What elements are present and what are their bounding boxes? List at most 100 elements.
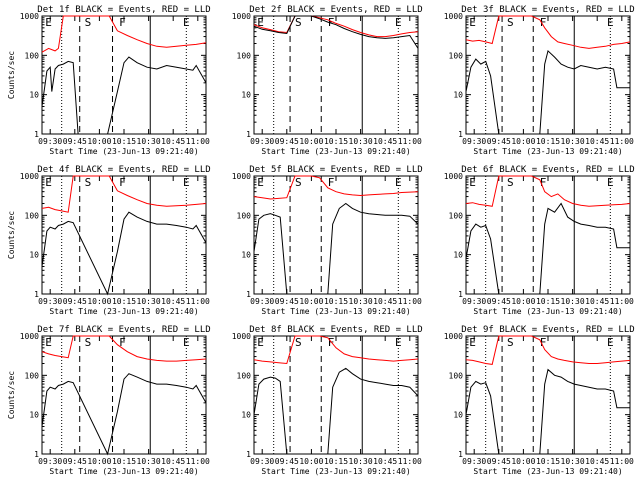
x-axis-label: Start Time (23-Jun-13 09:21:40) [261,467,410,476]
x-tick-label: 11:00 [610,457,634,466]
x-tick-label: 09:45 [275,457,299,466]
y-tick-label: 1000 [444,332,463,341]
lld-rate-line [41,15,207,53]
lld-rate-line [41,175,207,213]
plot-frame [253,335,419,455]
x-tick-label: 10:00 [511,297,535,306]
y-tick-label: 10 [453,411,463,420]
event-marker-f: F [328,176,335,189]
y-tick-label: 10 [29,91,39,100]
event-marker-f: F [119,176,126,189]
x-tick-label: 10:00 [299,137,323,146]
event-marker-e: E [607,16,614,29]
y-tick-label: 100 [449,51,464,60]
x-tick-label: 11:00 [186,457,210,466]
event-marker-e: E [469,176,476,189]
panel-det-8: Det 8f BLACK = Events, RED = LLD 1 10 100 10… [232,325,423,476]
event-marker-s: S [85,176,92,189]
x-tick-label: 09:45 [487,297,511,306]
y-tick-label: 10 [453,251,463,260]
y-axis-label: Counts/sec [7,51,16,99]
lld-rate-line [253,175,419,200]
y-tick-label: 1 [246,290,251,299]
y-tick-label: 1000 [232,12,251,21]
x-tick-label: 10:00 [87,297,111,306]
panel-title: Det 8f BLACK = Events, RED = LLD [249,325,422,335]
plot-frame [41,335,207,455]
event-rate-line [465,368,630,455]
panel-title: Det 4f BLACK = Events, RED = LLD [37,165,210,175]
x-tick-label: 09:30 [250,457,274,466]
x-tick-label: 10:45 [585,457,609,466]
y-tick-label: 1000 [232,332,251,341]
x-axis-label: Start Time (23-Jun-13 09:21:40) [49,467,198,476]
y-tick-label: 100 [25,51,40,60]
x-tick-label: 09:30 [250,297,274,306]
event-marker-s: S [85,336,92,349]
x-tick-label: 10:00 [299,457,323,466]
event-rate-line [253,202,419,295]
event-marker-e: E [469,16,476,29]
y-tick-label: 1 [458,130,463,139]
panel-title: Det 9f BLACK = Events, RED = LLD [461,325,634,335]
panel-det-2: Det 2f BLACK = Events, RED = LLD 1 10 100 10… [232,5,423,156]
x-tick-label: 09:30 [38,137,62,146]
lld-rate-line [465,175,631,207]
x-tick-label: 09:45 [487,457,511,466]
event-marker-s: S [295,176,302,189]
event-marker-e: E [257,16,264,29]
event-marker-e: E [183,336,190,349]
x-tick-label: 10:45 [161,297,185,306]
lld-rate-line [253,335,419,365]
x-tick-label: 11:00 [610,297,634,306]
panel-det-1: Det 1f BLACK = Events, RED = LLD 1 10 100 10… [7,5,211,156]
x-tick-label: 10:15 [536,137,560,146]
event-rate-line [465,49,630,135]
y-axis-label: Counts/sec [7,211,16,259]
event-rate-line [465,202,630,295]
panel-title: Det 3f BLACK = Events, RED = LLD [461,5,634,15]
x-tick-label: 09:30 [250,137,274,146]
x-tick-label: 10:30 [349,457,373,466]
lld-rate-line [41,335,207,362]
x-tick-label: 09:45 [63,457,87,466]
x-tick-label: 10:30 [137,457,161,466]
x-tick-label: 10:45 [373,137,397,146]
x-tick-label: 10:30 [349,297,373,306]
x-tick-label: 10:30 [561,457,585,466]
x-tick-label: 10:00 [87,457,111,466]
x-tick-label: 11:00 [398,137,422,146]
x-tick-label: 10:45 [585,297,609,306]
x-tick-label: 10:00 [511,137,535,146]
event-rate-line [41,211,207,296]
y-tick-label: 100 [449,211,464,220]
x-tick-label: 09:30 [462,297,486,306]
panel-det-7: Det 7f BLACK = Events, RED = LLD 1 10 100 10… [7,325,211,476]
x-tick-label: 10:45 [161,457,185,466]
event-marker-f: F [119,336,126,349]
x-tick-label: 09:45 [63,137,87,146]
event-marker-s: S [507,176,514,189]
x-axis-label: Start Time (23-Jun-13 09:21:40) [473,307,622,316]
event-marker-e: E [607,176,614,189]
y-tick-label: 100 [237,51,252,60]
x-tick-label: 10:30 [561,137,585,146]
y-tick-label: 10 [29,251,39,260]
event-marker-e: E [469,336,476,349]
y-tick-label: 10 [453,91,463,100]
x-tick-label: 10:15 [324,297,348,306]
x-tick-label: 09:45 [275,137,299,146]
x-tick-label: 10:30 [137,137,161,146]
panel-title: Det 5f BLACK = Events, RED = LLD [249,165,422,175]
event-marker-f: F [540,176,547,189]
y-tick-label: 1000 [20,172,39,181]
event-marker-s: S [85,16,92,29]
x-tick-label: 10:15 [112,137,136,146]
y-tick-label: 100 [25,211,40,220]
x-tick-label: 09:30 [38,457,62,466]
event-rate-line [41,373,207,456]
x-tick-label: 10:00 [511,457,535,466]
lld-rate-line [253,15,419,38]
x-axis-label: Start Time (23-Jun-13 09:21:40) [49,307,198,316]
